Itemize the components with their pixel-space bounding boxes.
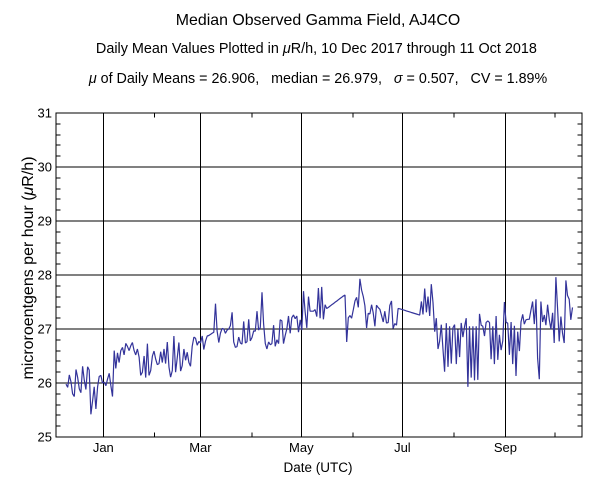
svg-text:May: May	[289, 440, 314, 455]
svg-text:28: 28	[38, 268, 52, 283]
svg-text:Sep: Sep	[494, 440, 517, 455]
svg-text:Mar: Mar	[189, 440, 212, 455]
svg-text:Jul: Jul	[394, 440, 411, 455]
svg-text:25: 25	[38, 430, 52, 445]
svg-text:μ of Daily Means = 26.906, m: μ of Daily Means = 26.906, median = 26.9…	[88, 71, 548, 87]
svg-text:Median Observed Gamma Field, A: Median Observed Gamma Field, AJ4CO	[176, 12, 460, 29]
svg-text:29: 29	[38, 214, 52, 229]
svg-text:27: 27	[38, 322, 52, 337]
svg-text:26: 26	[38, 376, 52, 391]
svg-text:31: 31	[38, 106, 52, 121]
svg-text:Daily Mean Values Plotted in μ: Daily Mean Values Plotted in μR/h, 10 De…	[96, 41, 537, 57]
svg-text:Date (UTC): Date (UTC)	[283, 460, 352, 475]
svg-text:Jan: Jan	[93, 440, 114, 455]
svg-text:30: 30	[38, 160, 52, 175]
svg-text:microroentgens per hour (μR/h): microroentgens per hour (μR/h)	[20, 156, 37, 379]
